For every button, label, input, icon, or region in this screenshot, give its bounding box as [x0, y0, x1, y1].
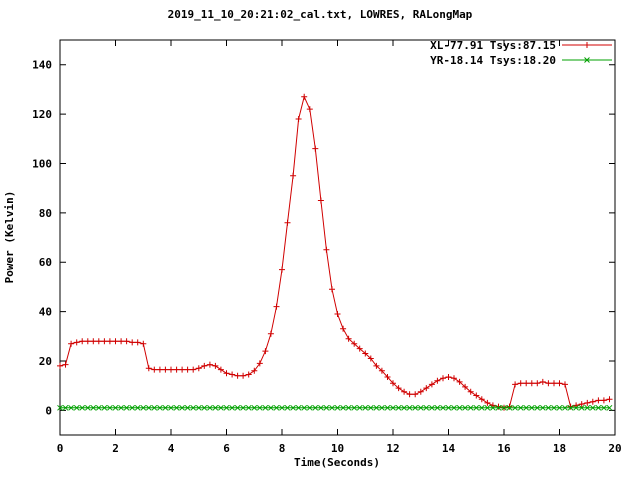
y-tick-label: 0 — [45, 404, 52, 417]
y-tick-label: 120 — [32, 108, 52, 121]
x-tick-label: 6 — [223, 442, 230, 455]
legend-label-series-0: XL-77.91 Tsys:87.15 — [430, 39, 556, 52]
series-markers-1 — [57, 404, 613, 411]
x-tick-label: 20 — [608, 442, 621, 455]
y-axis-label: Power (Kelvin) — [3, 191, 16, 284]
x-axis-label: Time(Seconds) — [294, 456, 380, 469]
x-tick-label: 16 — [497, 442, 511, 455]
x-tick-label: 8 — [279, 442, 286, 455]
y-tick-label: 80 — [39, 207, 52, 220]
legend-label-series-1: YR-18.14 Tsys:18.20 — [430, 54, 556, 67]
y-tick-label: 60 — [39, 256, 52, 269]
plot-frame — [59, 39, 616, 436]
plot-area: 0 2 4 6 8 10 12 14 16 18 20 0 20 40 60 80 100 120 140 — [32, 39, 622, 455]
x-tick-label: 10 — [331, 442, 344, 455]
x-tick-label: 18 — [553, 442, 566, 455]
x-tick-label: 2 — [112, 442, 119, 455]
series-markers-0 — [57, 93, 613, 411]
legend-sample-marker-0 — [584, 42, 590, 48]
x-tick-label: 0 — [57, 442, 64, 455]
series-line-0 — [59, 95, 610, 409]
chart-title: 2019_11_10_20:21:02_cal.txt, LOWRES, RAL… — [168, 8, 473, 21]
x-tick-label: 4 — [168, 442, 175, 455]
y-tick-label: 20 — [39, 355, 52, 368]
y-tick-label: 140 — [32, 59, 52, 72]
y-tick-label: 40 — [39, 306, 52, 319]
x-tick-label: 14 — [442, 442, 456, 455]
legend-sample-marker-1 — [584, 57, 590, 63]
x-tick-label: 12 — [386, 442, 399, 455]
y-tick-label: 100 — [32, 157, 52, 170]
